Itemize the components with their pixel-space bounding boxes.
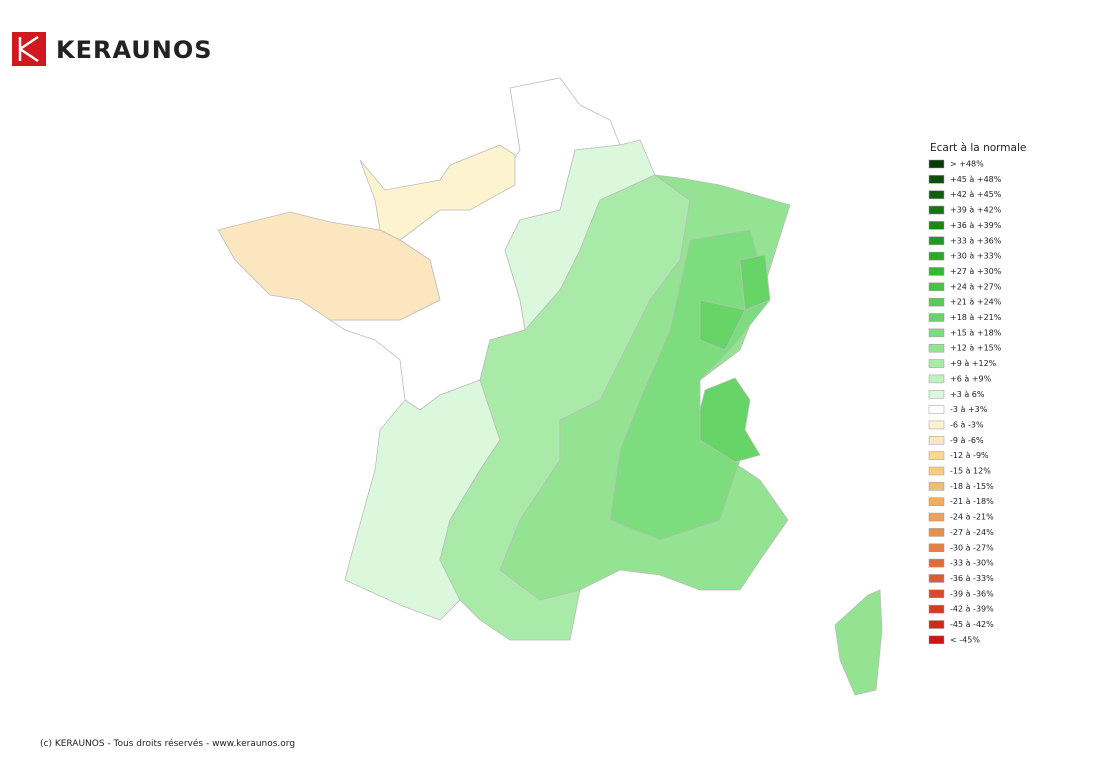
legend-label: +30 à +33% (950, 252, 1002, 261)
legend-label: +21 à +24% (950, 298, 1002, 307)
legend-label: -3 à +3% (950, 405, 988, 414)
legend-swatch (928, 251, 945, 261)
region (699, 299, 746, 351)
legend-swatch (928, 190, 945, 199)
legend-swatch (928, 620, 945, 629)
legend-swatch (928, 313, 945, 322)
legend-swatch (928, 543, 945, 552)
legend-swatch (928, 282, 945, 292)
legend-label: +39 à +42% (950, 206, 1002, 215)
logo-glyph (18, 35, 39, 63)
legend-swatch (928, 267, 945, 276)
legend-swatch (928, 635, 945, 645)
legend-swatch (928, 236, 945, 245)
legend-swatch (928, 589, 945, 599)
legend-label: -6 à -3% (950, 420, 984, 429)
legend-swatch (928, 574, 945, 583)
legend-swatch (928, 390, 945, 399)
legend-label: -39 à -36% (950, 589, 994, 598)
legend-label: -15 à 12% (950, 467, 991, 476)
legend-swatch (928, 159, 945, 169)
legend-swatch (928, 359, 945, 368)
legend-label: +33 à +36% (950, 236, 1002, 245)
legend-label: -33 à -30% (950, 559, 994, 568)
legend-label: +36 à +39% (950, 221, 1002, 230)
legend-label: -45 à -42% (950, 620, 994, 629)
legend-label: > +48% (950, 160, 984, 169)
legend-swatch (928, 175, 945, 184)
legend-swatch (928, 297, 945, 307)
region (739, 254, 771, 311)
region (834, 589, 883, 696)
legend-swatch (928, 436, 945, 445)
legend-label: -36 à -33% (950, 574, 994, 583)
legend-swatch (928, 558, 945, 568)
brand-name: KERAUNOS (56, 36, 213, 64)
legend-label: -24 à -21% (950, 513, 994, 522)
legend-label: -21 à -18% (950, 497, 994, 506)
legend-label: +15 à +18% (950, 328, 1002, 337)
legend-label: -30 à -27% (950, 543, 994, 552)
legend-label: +12 à +15% (950, 344, 1002, 353)
legend-swatch (928, 528, 945, 537)
legend-label: -27 à -24% (950, 528, 994, 537)
region (699, 377, 761, 463)
legend-label: -42 à -39% (950, 605, 994, 614)
legend-swatch (928, 205, 945, 215)
legend-label: +3 à 6% (950, 390, 985, 399)
legend-label: +24 à +27% (950, 282, 1002, 291)
legend-label: -12 à -9% (950, 451, 989, 460)
legend-swatch (928, 343, 945, 353)
legend-swatch (928, 405, 945, 414)
logo-icon (12, 32, 46, 66)
footer-text: (c) KERAUNOS - Tous droits réservés - ww… (40, 738, 295, 749)
legend-swatch (928, 451, 945, 460)
legend-label: -18 à -15% (950, 482, 994, 491)
legend-label: -9 à -6% (950, 436, 984, 445)
legend-swatch (928, 482, 945, 491)
logo: KERAUNOS (12, 32, 213, 66)
legend-label: +42 à +45% (950, 190, 1002, 199)
legend-swatch (928, 497, 945, 506)
region (217, 211, 441, 321)
legend-swatch (928, 328, 945, 338)
legend-label: +6 à +9% (950, 374, 992, 383)
legend-label: +18 à +21% (950, 313, 1002, 322)
legend-swatch (928, 420, 945, 430)
legend-title: Ecart à la normale (930, 142, 1026, 154)
legend-label: +45 à +48% (950, 175, 1002, 184)
legend-label: < -45% (950, 635, 980, 644)
legend-swatch (928, 221, 945, 230)
legend-label: +9 à +12% (950, 359, 997, 368)
legend-swatch (928, 374, 945, 384)
legend-swatch (928, 466, 945, 476)
legend: Ecart à la normale > +48% +45 à +48% +42 à… (928, 142, 1026, 645)
legend-label: +27 à +30% (950, 267, 1002, 276)
legend-swatch (928, 604, 945, 614)
legend-swatch (928, 512, 945, 522)
map (217, 77, 883, 696)
